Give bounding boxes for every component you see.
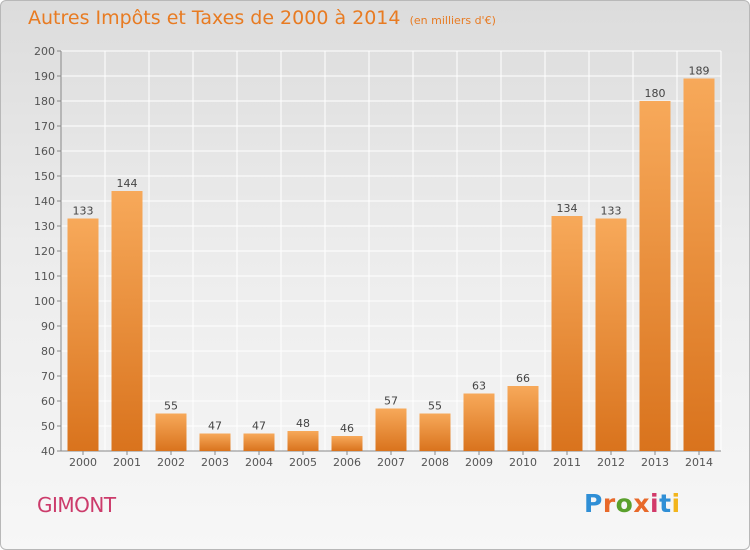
x-tick-label: 2003 bbox=[201, 456, 229, 469]
data-label: 55 bbox=[428, 400, 442, 413]
y-tick-label: 60 bbox=[41, 395, 55, 408]
y-tick-label: 120 bbox=[34, 245, 55, 258]
data-label: 134 bbox=[557, 202, 578, 215]
y-tick-label: 160 bbox=[34, 145, 55, 158]
bar-2006 bbox=[331, 436, 363, 451]
bar-2000 bbox=[67, 218, 99, 451]
y-tick-label: 70 bbox=[41, 370, 55, 383]
bar-2011 bbox=[551, 216, 583, 451]
y-tick-label: 190 bbox=[34, 70, 55, 83]
x-tick-label: 2012 bbox=[597, 456, 625, 469]
bar-2013 bbox=[639, 101, 671, 451]
data-label: 47 bbox=[252, 420, 266, 433]
x-tick-label: 2000 bbox=[69, 456, 97, 469]
y-tick-labels: 40 50 60 70 80 90 100 110 120 130 140 150 160 170 180 1… bbox=[34, 45, 55, 458]
x-tick-label: 2007 bbox=[377, 456, 405, 469]
x-tick-label: 2014 bbox=[685, 456, 713, 469]
y-tick-label: 90 bbox=[41, 320, 55, 333]
data-label: 189 bbox=[689, 65, 710, 78]
x-tick-label: 2008 bbox=[421, 456, 449, 469]
data-label: 57 bbox=[384, 395, 398, 408]
commune-name: GIMONT bbox=[37, 493, 116, 517]
bar-2007 bbox=[375, 408, 407, 451]
x-tick-label: 2006 bbox=[333, 456, 361, 469]
bar-2005 bbox=[287, 431, 319, 451]
y-tick-label: 40 bbox=[41, 445, 55, 458]
bar-2010 bbox=[507, 386, 539, 451]
x-tick-label: 2001 bbox=[113, 456, 141, 469]
data-label: 47 bbox=[208, 420, 222, 433]
y-tick-label: 180 bbox=[34, 95, 55, 108]
bar-2014 bbox=[683, 78, 715, 451]
y-tick-label: 110 bbox=[34, 270, 55, 283]
data-label: 66 bbox=[516, 372, 530, 385]
x-tick-labels: 2000 2001 2002 2003 2004 2005 2006 2007 2008 2009… bbox=[69, 456, 713, 469]
y-tick-label: 50 bbox=[41, 420, 55, 433]
y-tick-label: 80 bbox=[41, 345, 55, 358]
x-tick-label: 2010 bbox=[509, 456, 537, 469]
chart-title-main: Autres Impôts et Taxes de 2000 à 2014 bbox=[28, 7, 401, 29]
bar-2004 bbox=[243, 433, 275, 451]
x-tick-label: 2002 bbox=[157, 456, 185, 469]
bar-2003 bbox=[199, 433, 231, 451]
x-tick-label: 2011 bbox=[553, 456, 581, 469]
x-tick-label: 2013 bbox=[641, 456, 669, 469]
y-tick-label: 100 bbox=[34, 295, 55, 308]
y-tick-label: 150 bbox=[34, 170, 55, 183]
data-label: 46 bbox=[340, 422, 354, 435]
y-tick-label: 170 bbox=[34, 120, 55, 133]
x-tick-label: 2009 bbox=[465, 456, 493, 469]
chart-title: Autres Impôts et Taxes de 2000 à 2014 (e… bbox=[28, 7, 496, 29]
y-tick-label: 200 bbox=[34, 45, 55, 58]
data-labels: 133 144 55 47 47 48 46 57 55 63 66 134 133 180 189 bbox=[73, 65, 710, 436]
data-label: 180 bbox=[645, 87, 666, 100]
bars bbox=[67, 78, 715, 451]
x-tick-label: 2005 bbox=[289, 456, 317, 469]
y-tick-label: 140 bbox=[34, 195, 55, 208]
data-label: 133 bbox=[601, 205, 622, 218]
data-label: 133 bbox=[73, 205, 94, 218]
data-label: 144 bbox=[117, 177, 138, 190]
bar-2009 bbox=[463, 393, 495, 451]
bar-2012 bbox=[595, 218, 627, 451]
chart-title-unit: (en milliers d'€) bbox=[409, 14, 496, 27]
bar-2001 bbox=[111, 191, 143, 451]
data-label: 48 bbox=[296, 417, 310, 430]
bar-2008 bbox=[419, 413, 451, 451]
data-label: 63 bbox=[472, 380, 486, 393]
data-label: 55 bbox=[164, 400, 178, 413]
y-tick-label: 130 bbox=[34, 220, 55, 233]
proxiti-logo: Proxiti bbox=[584, 489, 681, 518]
x-tick-label: 2004 bbox=[245, 456, 273, 469]
bar-2002 bbox=[155, 413, 187, 451]
